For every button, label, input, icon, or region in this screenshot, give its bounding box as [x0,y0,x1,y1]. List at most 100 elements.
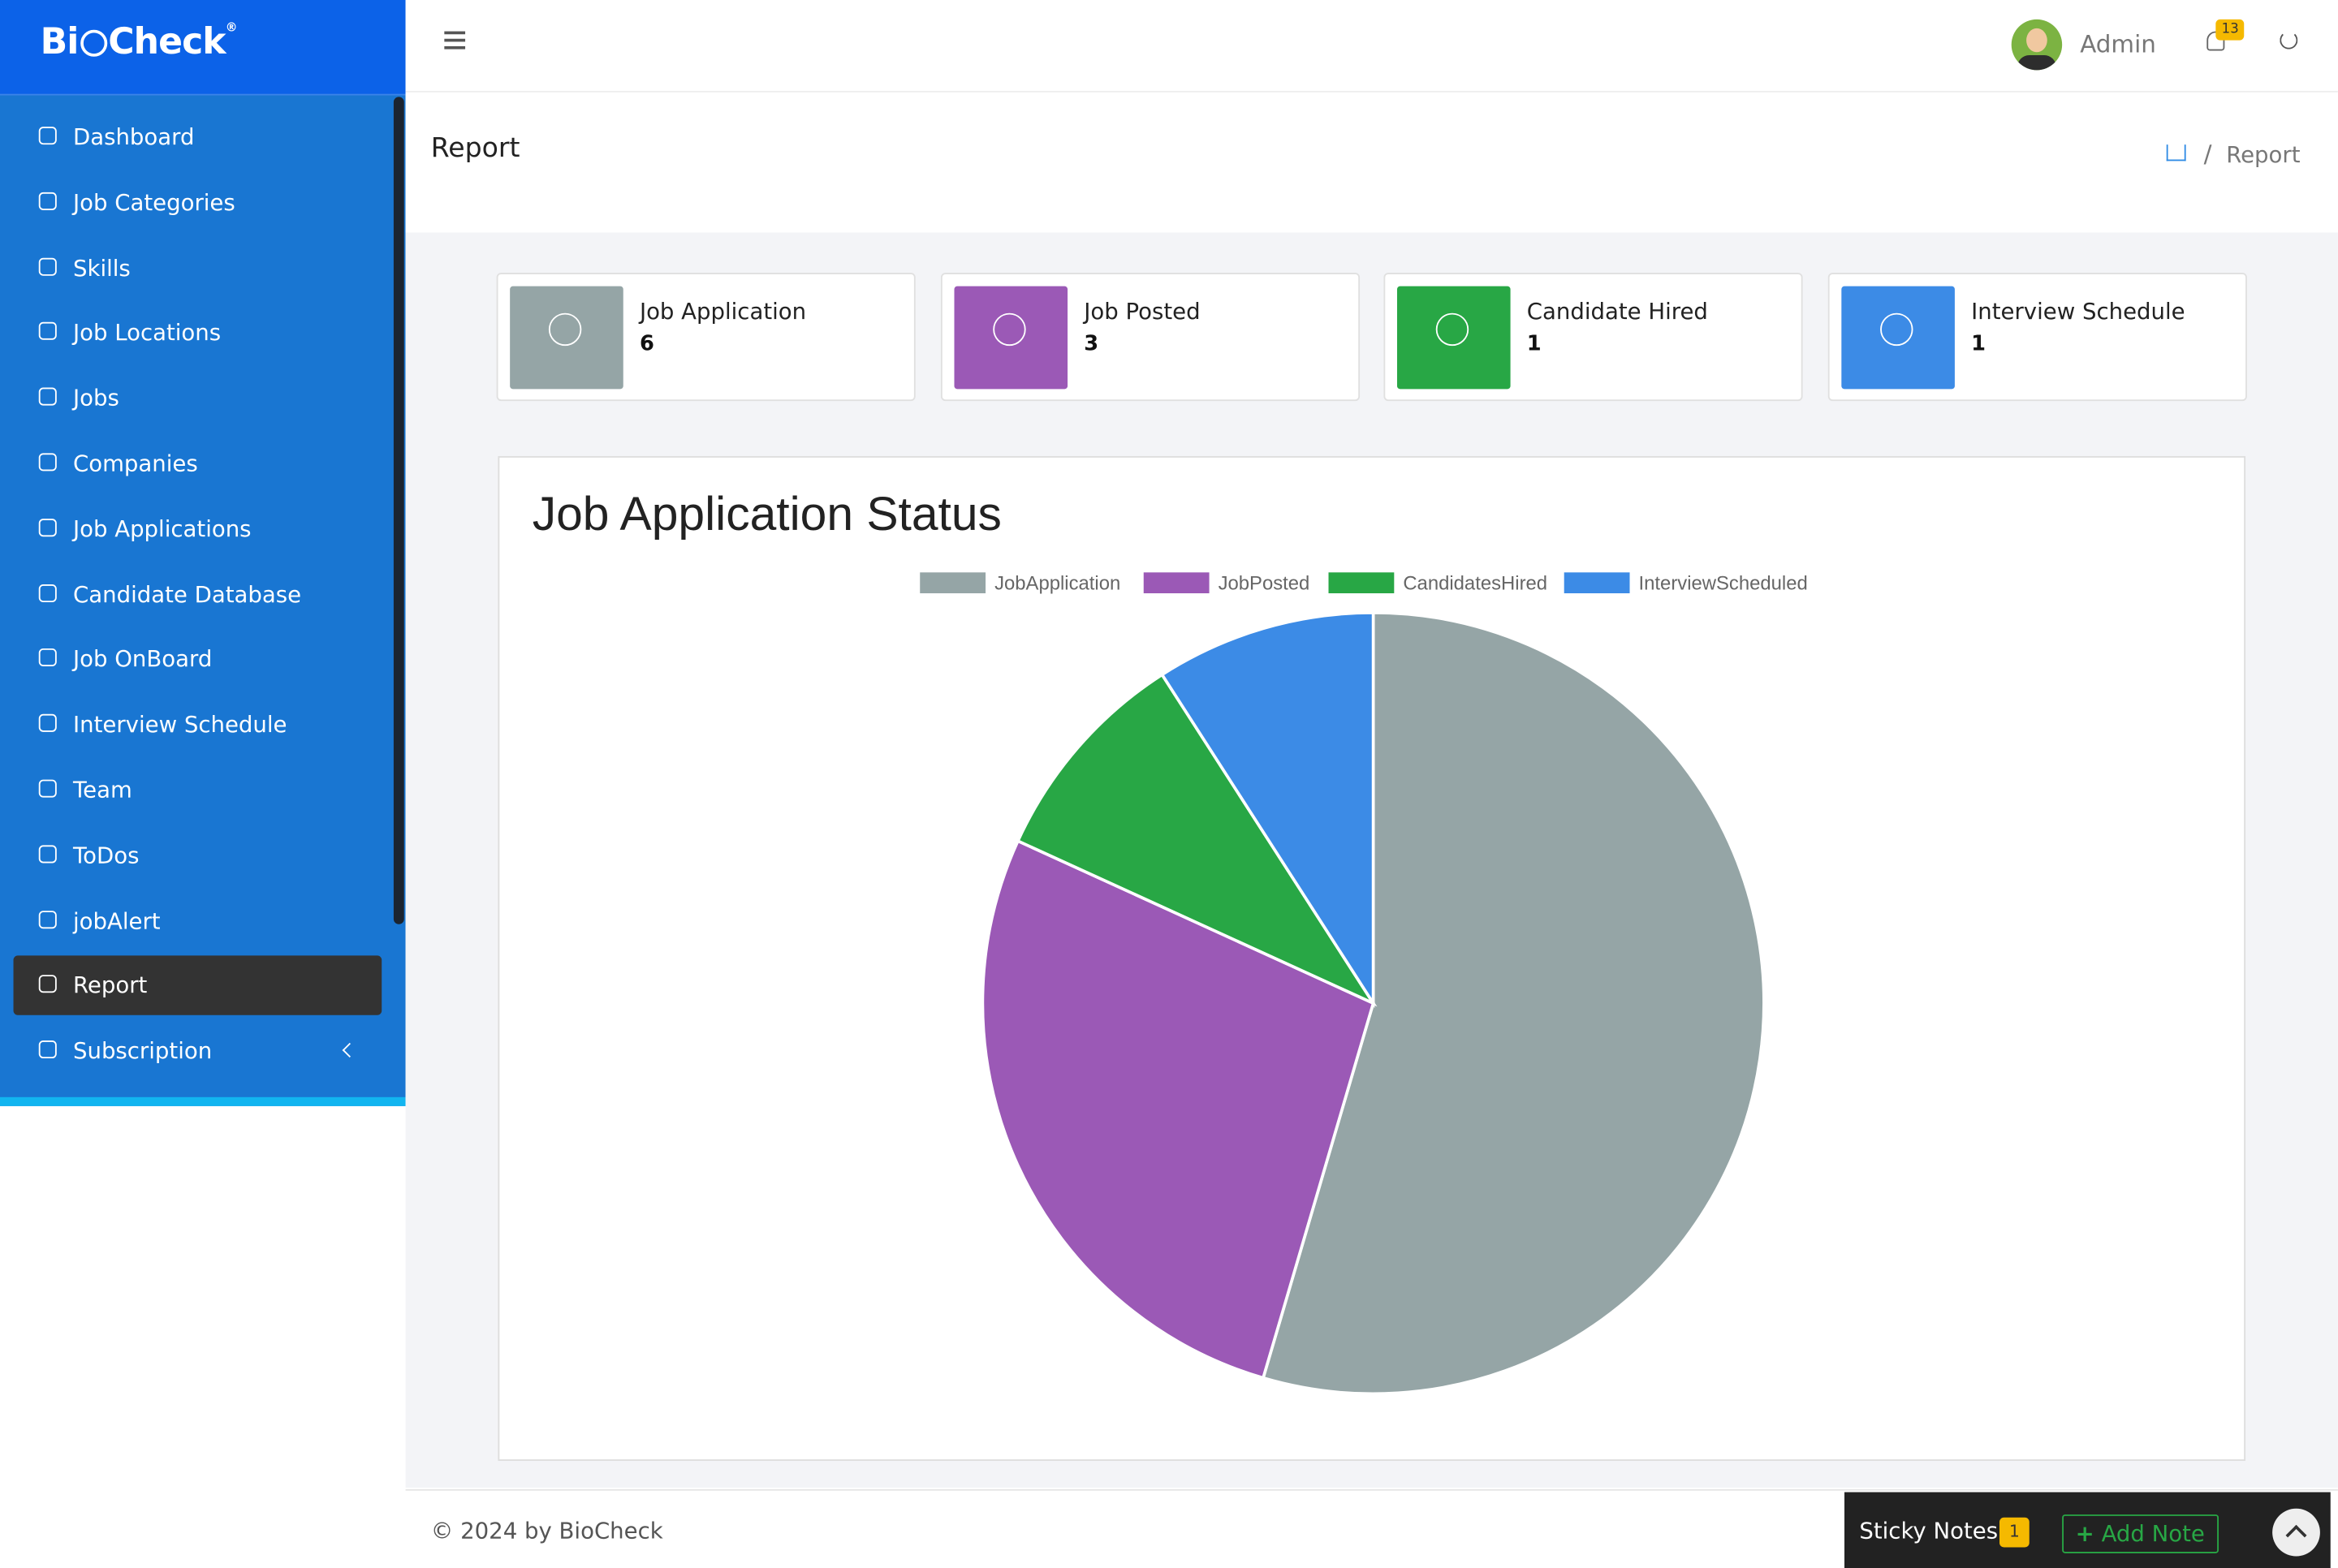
nav-item[interactable]: Companies [14,433,382,493]
nav-item[interactable]: Subscription [14,1021,382,1080]
nav-label: Dashboard [72,123,195,151]
stat-label: Interview Schedule [1971,298,2185,325]
stat-card: Job Posted 3 [940,273,1361,402]
nav-item[interactable]: Candidate Database [14,564,382,623]
legend-label: JobPosted [1219,572,1310,594]
nav-icon [38,192,57,210]
nav-label: ToDos [72,842,140,869]
nav-label: Companies [72,450,198,477]
stat-value: 1 [1526,332,1542,356]
copyright: © 2024 by BioCheck [430,1517,663,1544]
stat-label: Job Posted [1084,298,1201,325]
nav-label: Job Applications [72,515,252,543]
nav-icon [38,910,57,928]
legend-swatch [920,572,986,594]
nav-item[interactable]: Job Applications [14,499,382,558]
nav-item[interactable]: ToDos [14,825,382,885]
nav-icon [38,648,57,667]
stat-card: Interview Schedule 1 [1827,273,2247,402]
stat-label: Job Application [639,298,807,325]
stat-icon [1841,286,1955,390]
nav-label: Job Categories [72,188,235,216]
nav-icon [38,975,57,993]
pie-slice [981,838,1375,1381]
footer: © 2024 by BioCheck Sticky Notes 1 + Add … [405,1488,2338,1568]
legend-swatch [1143,572,1210,594]
add-note-button[interactable]: + Add Note [2062,1514,2219,1553]
add-note-label: Add Note [2101,1520,2205,1548]
nav-label: Interview Schedule [72,711,287,739]
nav-icon [38,257,57,276]
notification-badge: 13 [2215,19,2245,41]
stat-value: 3 [1084,332,1099,356]
nav-label: jobAlert [72,907,161,934]
pie-slice [1261,611,1766,1396]
legend-label: JobApplication [994,572,1120,594]
brand-prefix: Bi [40,20,80,63]
nav-item[interactable]: Team [14,760,382,820]
nav-item[interactable]: Job Categories [14,173,382,232]
logo-clock [80,29,107,57]
legend-label: CandidatesHired [1403,572,1547,594]
nav-icon [38,387,57,406]
logo[interactable]: Bi Check® [0,0,406,96]
pie-slice [1159,611,1375,1009]
stat-card: Candidate Hired 1 [1383,273,1803,402]
nav-item[interactable]: Skills [14,238,382,297]
nav-icon [38,584,57,602]
page-header: Report / Report [405,92,2338,233]
award-icon [1435,312,1469,347]
scroll-top-button[interactable] [2272,1508,2320,1557]
scrollbar[interactable] [393,97,404,924]
power-icon[interactable] [2280,31,2298,50]
award-icon [548,312,582,347]
award-icon [993,312,1026,347]
sidebar: Bi Check® Dashboard Job Categories Skills Jo… [0,0,406,1106]
nav-item[interactable]: jobAlert [14,891,382,950]
chart: Job Application Status JobApplication Job… [533,488,1808,1396]
legend-swatch [1328,572,1395,594]
stat-icon [954,286,1068,390]
nav-icon [38,714,57,733]
nav-icon [38,127,57,145]
nav-label: Skills [72,254,131,282]
legend-swatch [1564,572,1630,594]
nav-chevron [342,1043,357,1058]
avatar[interactable] [2011,19,2063,71]
chart-card: Job Application Status JobApplication Job… [498,456,2246,1461]
nav-item[interactable]: Job OnBoard [14,630,382,689]
breadcrumb-sep: / [2203,140,2212,169]
legend-label: InterviewScheduled [1639,572,1808,594]
nav-label: Candidate Database [72,580,302,608]
brand-suffix: Check [108,20,226,63]
nav-icon [38,779,57,798]
nav-item[interactable]: Job Locations [14,304,382,363]
nav-item[interactable]: Interview Schedule [14,695,382,754]
nav-label: Job Locations [72,319,222,347]
page-title: Report [430,132,520,165]
menu-toggle[interactable] [444,31,466,50]
nav-icon [38,322,57,341]
nav-icon [38,845,57,864]
user-name[interactable]: Admin [2080,29,2156,58]
home-icon[interactable] [2166,144,2186,162]
stat-card: Job Application 6 [496,273,916,402]
nav-item[interactable]: Jobs [14,368,382,428]
nav-label: Team [72,776,132,803]
sticky-count: 1 [1999,1517,2030,1548]
nav-item[interactable]: Report [13,956,382,1016]
stat-label: Candidate Hired [1526,298,1708,325]
nav-label: Job OnBoard [72,646,213,674]
nav-item[interactable]: Dashboard [14,107,382,166]
nav-icon [38,518,57,536]
award-icon [1880,312,1913,347]
nav-label: Subscription [72,1037,213,1065]
breadcrumb-current: Report [2226,141,2301,169]
pie-slice [1016,672,1378,1007]
sticky-notes-bar: Sticky Notes 1 + Add Note [1844,1492,2331,1568]
sticky-notes-label[interactable]: Sticky Notes [1859,1517,1999,1544]
sidebar-strip [0,1096,406,1106]
topbar: Admin 13 [405,0,2338,93]
